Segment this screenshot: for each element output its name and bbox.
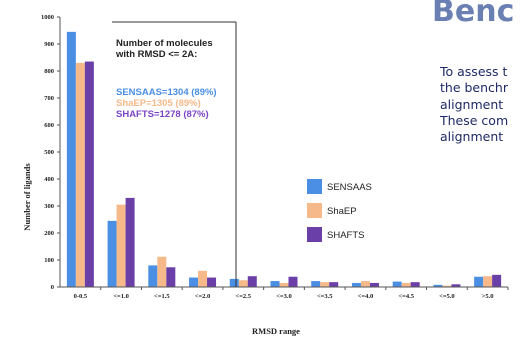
x-tick-label: <=1.5 — [154, 293, 170, 300]
y-tick-label: 900 — [44, 41, 54, 48]
bar — [238, 280, 248, 287]
slide-body-line: To assess t — [440, 64, 508, 79]
x-tick-label: >5.0 — [482, 293, 494, 300]
bar — [492, 274, 502, 287]
bar — [369, 282, 379, 287]
bar — [401, 282, 411, 287]
x-tick-label: <=5.0 — [439, 293, 455, 300]
slide-body-line: These com — [440, 112, 509, 128]
x-tick-label: <=4.5 — [398, 293, 414, 300]
bar — [483, 276, 493, 287]
x-tick-label: <=4.0 — [358, 293, 374, 300]
x-tick-label: <=2.0 — [195, 293, 211, 300]
y-tick-label: 500 — [44, 149, 54, 156]
bar — [198, 270, 208, 287]
annotation-shafts: SHAFTS=1278 (87%) — [116, 109, 209, 120]
legend: SENSAAS ShaEP SHAFTS — [307, 179, 372, 242]
y-axis-title: Number of ligands — [22, 163, 32, 231]
slide-title: Benc — [432, 0, 515, 29]
annotation-sensaas: SENSAAS=1304 (89%) — [116, 87, 217, 98]
bar — [410, 282, 420, 287]
bar — [107, 220, 117, 287]
y-tick-label: 200 — [44, 230, 54, 237]
bar — [270, 281, 280, 287]
bar — [66, 31, 76, 287]
bar — [148, 265, 158, 287]
slide-body-line: the benchr — [440, 80, 508, 96]
annotation-title: with RMSD <= 2A: — [115, 49, 197, 60]
bar — [351, 282, 361, 287]
bar — [157, 256, 167, 287]
y-ticks: 0 100 200 300 400 500 600 700 800 900 1000 — [41, 14, 60, 291]
bar — [75, 62, 85, 288]
bar — [442, 285, 452, 287]
slide-body-line: alignment — [440, 96, 504, 112]
bar — [189, 277, 199, 287]
x-tick-label: <=2.5 — [235, 293, 251, 300]
slide-body-line: alignment — [440, 129, 504, 145]
bar — [279, 282, 289, 287]
bar — [207, 277, 217, 287]
bar — [116, 204, 126, 287]
legend-label: SHAFTS — [327, 230, 364, 241]
bar — [474, 276, 484, 287]
legend-swatch — [307, 203, 322, 218]
bar — [166, 267, 176, 287]
y-tick-label: 300 — [44, 203, 54, 210]
y-tick-label: 1000 — [41, 14, 54, 21]
x-tick-label: <=3.5 — [317, 293, 333, 300]
bar — [433, 284, 443, 287]
y-tick-label: 800 — [44, 68, 54, 75]
annotation-shaep: ShaEP=1305 (89%) — [116, 98, 201, 109]
y-tick-label: 700 — [44, 95, 54, 102]
annotation: Number of molecules with RMSD <= 2A: SEN… — [115, 38, 217, 120]
legend-label: SENSAAS — [327, 182, 372, 193]
bar — [320, 282, 330, 287]
bar — [125, 197, 135, 287]
x-ticks: 0-0.5 <=1.0 <=1.5 <=2.0 <=2.5 <=3.0 <=3.5 <=4.0… — [74, 287, 509, 300]
bar — [311, 281, 321, 287]
bar — [392, 281, 402, 287]
annotation-title: Number of molecules — [116, 38, 213, 49]
slide-body-text: To assess t the benchr alignment These c… — [440, 64, 530, 145]
legend-swatch — [307, 179, 322, 194]
y-tick-label: 0 — [51, 284, 54, 291]
bar — [451, 284, 461, 287]
bar — [247, 276, 257, 287]
x-tick-label: <=1.0 — [113, 293, 129, 300]
bar — [288, 276, 298, 287]
x-axis-title: RMSD range — [252, 326, 300, 336]
legend-swatch — [307, 227, 322, 242]
bar — [229, 278, 239, 287]
bars-layer — [66, 31, 502, 288]
legend-label: ShaEP — [327, 206, 357, 217]
bar — [329, 282, 339, 287]
y-tick-label: 100 — [44, 257, 54, 264]
x-tick-label: <=3.0 — [276, 293, 292, 300]
bar — [360, 281, 370, 287]
x-tick-label: 0-0.5 — [74, 293, 88, 300]
y-tick-label: 600 — [44, 122, 54, 129]
bar — [84, 61, 94, 287]
y-tick-label: 400 — [44, 176, 54, 183]
